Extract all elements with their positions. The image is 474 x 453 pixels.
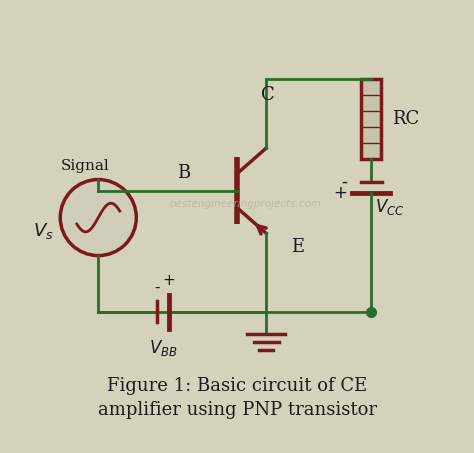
Text: $V_{CC}$: $V_{CC}$ <box>375 197 404 217</box>
Circle shape <box>60 179 137 255</box>
Text: Signal: Signal <box>60 159 109 173</box>
Text: $V_s$: $V_s$ <box>33 221 54 241</box>
Text: +: + <box>333 184 347 202</box>
Text: $V_{BB}$: $V_{BB}$ <box>149 338 177 358</box>
Text: -: - <box>155 280 160 294</box>
Text: -: - <box>341 173 347 191</box>
Text: +: + <box>163 273 175 288</box>
Text: B: B <box>177 164 190 182</box>
Text: E: E <box>291 238 304 255</box>
Text: bestengineeringprojects.com: bestengineeringprojects.com <box>170 199 322 209</box>
FancyBboxPatch shape <box>361 79 381 159</box>
Text: RC: RC <box>392 110 420 128</box>
Text: Figure 1: Basic circuit of CE
amplifier using PNP transistor: Figure 1: Basic circuit of CE amplifier … <box>98 377 376 419</box>
Text: C: C <box>262 86 275 104</box>
